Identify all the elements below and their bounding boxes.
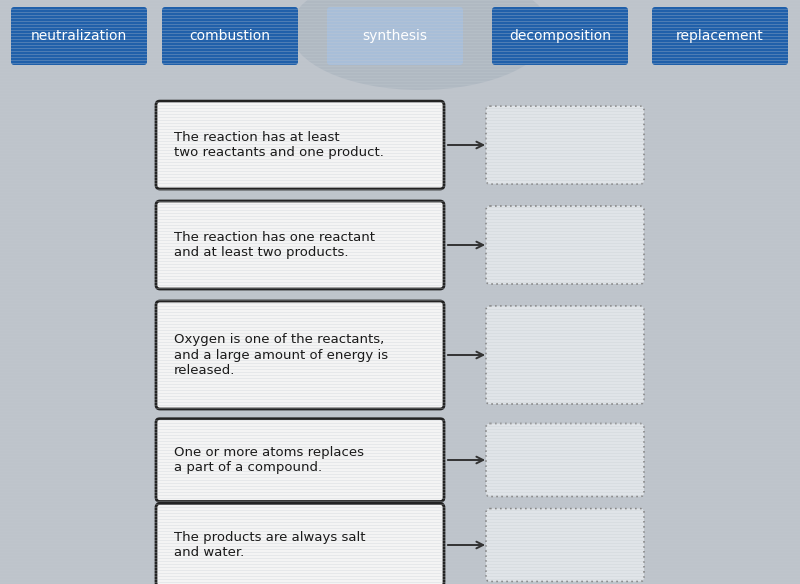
FancyBboxPatch shape [156, 201, 444, 289]
Text: The reaction has at least
two reactants and one product.: The reaction has at least two reactants … [174, 131, 384, 159]
FancyBboxPatch shape [156, 419, 444, 502]
FancyBboxPatch shape [327, 7, 463, 65]
FancyBboxPatch shape [486, 509, 644, 582]
Text: The reaction has one reactant
and at least two products.: The reaction has one reactant and at lea… [174, 231, 375, 259]
Text: synthesis: synthesis [362, 29, 427, 43]
Text: decomposition: decomposition [509, 29, 611, 43]
FancyBboxPatch shape [156, 503, 444, 584]
FancyBboxPatch shape [162, 7, 298, 65]
FancyBboxPatch shape [486, 206, 644, 284]
Ellipse shape [290, 0, 550, 90]
FancyBboxPatch shape [156, 101, 444, 189]
Text: replacement: replacement [676, 29, 764, 43]
FancyBboxPatch shape [486, 306, 644, 404]
Text: combustion: combustion [190, 29, 270, 43]
FancyBboxPatch shape [492, 7, 628, 65]
Text: The products are always salt
and water.: The products are always salt and water. [174, 531, 366, 559]
FancyBboxPatch shape [486, 106, 644, 184]
FancyBboxPatch shape [486, 423, 644, 496]
FancyBboxPatch shape [652, 7, 788, 65]
Text: One or more atoms replaces
a part of a compound.: One or more atoms replaces a part of a c… [174, 446, 364, 474]
FancyBboxPatch shape [156, 301, 444, 409]
FancyBboxPatch shape [11, 7, 147, 65]
Text: neutralization: neutralization [31, 29, 127, 43]
Text: Oxygen is one of the reactants,
and a large amount of energy is
released.: Oxygen is one of the reactants, and a la… [174, 333, 388, 377]
